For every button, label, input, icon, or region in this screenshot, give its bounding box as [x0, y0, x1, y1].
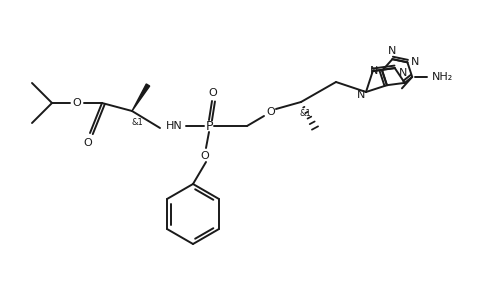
Text: O: O — [201, 151, 209, 161]
Text: O: O — [266, 107, 275, 117]
Text: P: P — [205, 120, 213, 133]
Text: &1: &1 — [299, 109, 311, 118]
Text: O: O — [73, 98, 82, 108]
Text: &1: &1 — [131, 118, 143, 126]
Text: N: N — [357, 90, 365, 100]
Text: N: N — [411, 57, 419, 67]
Text: HN: HN — [166, 121, 182, 131]
Polygon shape — [132, 84, 150, 111]
Text: O: O — [83, 138, 92, 148]
Text: NH₂: NH₂ — [431, 72, 453, 82]
Text: N: N — [399, 68, 407, 78]
Text: O: O — [209, 88, 217, 98]
Text: N: N — [370, 66, 378, 75]
Text: N: N — [388, 46, 397, 56]
